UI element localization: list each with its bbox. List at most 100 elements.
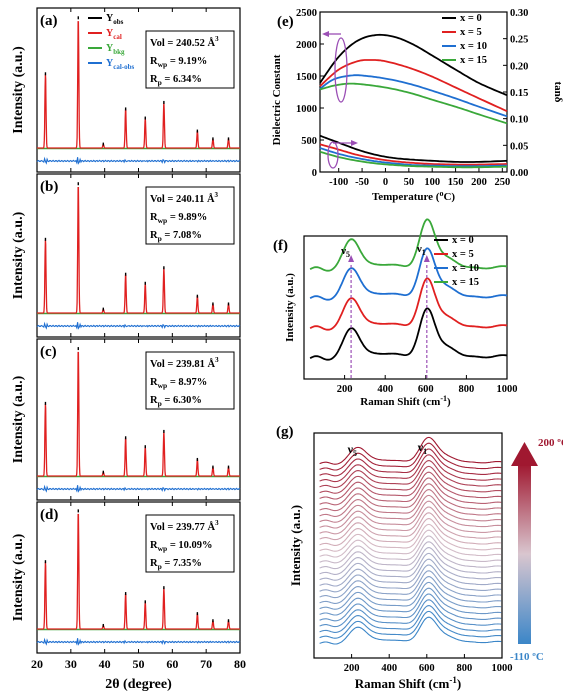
legend-entry: Ycal bbox=[106, 28, 122, 41]
y-axis-label: Intensity (a.u.) bbox=[11, 533, 26, 621]
panel-label: (f) bbox=[273, 238, 288, 254]
x-tick-label: 200 bbox=[344, 663, 360, 674]
x-tick-label: 1000 bbox=[497, 384, 518, 395]
x-tick-label: 20 bbox=[31, 657, 43, 671]
diff-curve bbox=[36, 156, 241, 165]
x-tick-label: 200 bbox=[337, 384, 353, 395]
raman-temp-curve bbox=[319, 477, 502, 506]
y2-tick-label: 0.00 bbox=[510, 168, 528, 179]
diff-curve bbox=[36, 637, 241, 646]
x-tick-label: 30 bbox=[65, 657, 77, 671]
panel-label: (d) bbox=[40, 507, 58, 523]
ramg-frame bbox=[313, 432, 503, 659]
vol-text: Vol = 240.52 Å3 bbox=[150, 35, 219, 49]
x-tick-label: 150 bbox=[448, 177, 464, 188]
x-tick-label: -100 bbox=[329, 177, 348, 188]
eps-ellipse bbox=[334, 37, 348, 103]
legend-entry: x = 10 bbox=[452, 263, 479, 274]
tan-curve bbox=[319, 150, 507, 169]
x-tick-label: 1000 bbox=[492, 663, 513, 674]
dielectric-panel: -100 -50 0 50 100 150 200 250050010001500200025… bbox=[271, 8, 563, 203]
legend-entry: Ycal-obs bbox=[106, 58, 135, 71]
x-tick-label: 50 bbox=[404, 177, 415, 188]
y-axis-label: Intensity (a.u.) bbox=[288, 505, 303, 586]
vol-text: Vol = 239.77 Å3 bbox=[150, 519, 219, 533]
panel-label: (a) bbox=[40, 13, 58, 29]
legend-entry: x = 15 bbox=[452, 277, 479, 288]
raman-temperature-panel: 200 400 600 800 1000 ν5 ν1 200 ºC -110 ºC (g) Inte… bbox=[276, 424, 563, 691]
tan-ellipse bbox=[327, 141, 339, 169]
eps-arrowhead bbox=[322, 31, 329, 37]
x-tick-label: 80 bbox=[234, 657, 246, 671]
x-tick-label: 600 bbox=[419, 663, 435, 674]
y-axis-label: Intensity (a.u.) bbox=[11, 375, 26, 463]
x-axis-label: Raman Shift (cm-1) bbox=[360, 394, 451, 408]
y2-tick-label: 0.05 bbox=[510, 141, 528, 152]
info-box bbox=[145, 186, 235, 245]
y-axis-label: Intensity (a.u.) bbox=[11, 46, 26, 134]
y-tick-label: 0 bbox=[312, 168, 317, 179]
raman-temp-curve bbox=[319, 494, 502, 523]
raman-temp-curve bbox=[319, 535, 502, 564]
rp-text: Rp = 7.35% bbox=[150, 558, 202, 571]
raman-temp-curve bbox=[319, 576, 502, 604]
cal-curve bbox=[37, 351, 240, 477]
x-tick-label: 600 bbox=[418, 384, 434, 395]
raman-temp-curve bbox=[319, 564, 502, 593]
y2-tick-label: 0.20 bbox=[510, 61, 528, 72]
nu5-label: ν5 bbox=[347, 442, 357, 458]
y-tick-label: 2000 bbox=[296, 40, 317, 51]
raman-temp-curve bbox=[319, 610, 502, 639]
nu1-label: ν1 bbox=[417, 440, 427, 456]
panel-label: (b) bbox=[40, 179, 58, 195]
raman-temp-curve bbox=[319, 616, 502, 645]
raman-temp-curve bbox=[319, 465, 502, 494]
vol-text: Vol = 240.11 Å3 bbox=[150, 191, 219, 205]
x-tick-label: -50 bbox=[355, 177, 369, 188]
cal-curve bbox=[37, 513, 240, 630]
rwp-text: Rwp = 8.97% bbox=[150, 377, 207, 390]
peak-arrowhead bbox=[348, 255, 355, 262]
bottom-temp-label: -110 ºC bbox=[510, 651, 544, 663]
x-axis-label: Raman Shift (cm-1) bbox=[355, 675, 461, 691]
y-tick-label: 500 bbox=[301, 136, 317, 147]
info-box bbox=[145, 351, 235, 410]
x-tick-label: 0 bbox=[383, 177, 388, 188]
raman-temp-curve bbox=[319, 558, 502, 587]
raman-temp-curve bbox=[319, 587, 502, 616]
y2-tick-label: 0.10 bbox=[510, 115, 528, 126]
rp-text: Rp = 7.08% bbox=[150, 230, 202, 243]
legend-entry: x = 10 bbox=[460, 41, 487, 52]
y2-axis-label: tanδ bbox=[552, 82, 563, 103]
y-tick-label: 1500 bbox=[296, 72, 317, 83]
tan-arrowhead bbox=[351, 140, 358, 146]
x-tick-label: 70 bbox=[200, 657, 212, 671]
diff-curve bbox=[36, 484, 241, 493]
y2-tick-label: 0.25 bbox=[510, 35, 528, 46]
raman-temp-curve bbox=[319, 529, 502, 558]
y-tick-label: 2500 bbox=[296, 8, 317, 19]
x-tick-label: 60 bbox=[166, 657, 178, 671]
tan-curve bbox=[319, 143, 507, 166]
y-axis-label: Intensity (a.u.) bbox=[11, 211, 26, 299]
raman-temp-curve bbox=[319, 460, 502, 488]
legend-entry: x = 15 bbox=[460, 55, 487, 66]
raman-composition-panel: 200 400 600 800 1000 ν5 ν1 x = 0 x = 5 x = 10 x = … bbox=[273, 218, 518, 408]
legend-entry: x = 0 bbox=[460, 13, 482, 24]
panel-label: (e) bbox=[277, 14, 294, 30]
peak-arrowhead bbox=[423, 255, 430, 262]
panel-label: (c) bbox=[40, 344, 57, 360]
eps-curve bbox=[319, 82, 508, 125]
legend-entry: Yobs bbox=[106, 13, 124, 26]
tan-curve bbox=[319, 147, 507, 168]
tan-curve bbox=[319, 134, 508, 163]
raman-temp-curve bbox=[319, 599, 502, 628]
raman-temp-curve bbox=[319, 500, 502, 529]
raman-temp-curve bbox=[319, 454, 502, 483]
nu1-label: ν1 bbox=[416, 243, 426, 257]
raman-temp-curve bbox=[319, 442, 502, 471]
xrd-panels: (a) Vol = 240.52 Å3 Rwp = 9.19% Rp = 6.34% Y… bbox=[11, 7, 246, 692]
raman-temp-curve bbox=[319, 605, 502, 633]
rwp-text: Rwp = 9.19% bbox=[150, 56, 207, 69]
